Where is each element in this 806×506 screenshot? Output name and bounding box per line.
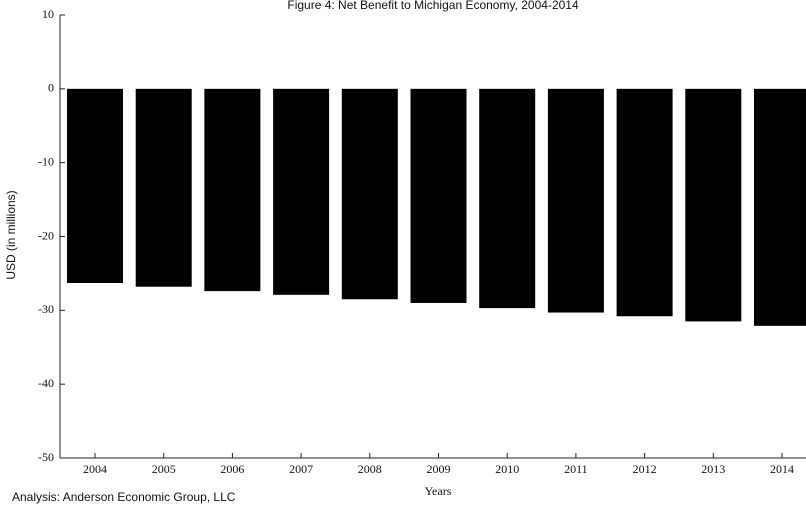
x-tick-label: 2012 <box>633 462 657 476</box>
x-tick-label: 2011 <box>564 462 588 476</box>
bar <box>410 88 467 303</box>
x-tick-label: 2013 <box>701 462 725 476</box>
y-tick-label: -20 <box>38 228 54 242</box>
bar <box>616 88 673 317</box>
y-axis-label: USD (in millions) <box>4 190 18 279</box>
bar <box>67 88 123 284</box>
x-tick-label: 2006 <box>220 462 244 476</box>
x-axis-label: Years <box>425 484 452 498</box>
bar <box>204 88 261 292</box>
y-tick-label: 0 <box>48 81 54 95</box>
x-tick-label: 2005 <box>152 462 176 476</box>
source-note: Analysis: Anderson Economic Group, LLC <box>12 490 236 504</box>
bar <box>273 88 330 295</box>
bar <box>754 88 806 326</box>
chart-title: Figure 4: Net Benefit to Michigan Econom… <box>287 0 579 12</box>
x-tick-label: 2004 <box>83 462 107 476</box>
y-tick-label: -50 <box>38 450 54 464</box>
y-tick-label: 10 <box>42 7 54 21</box>
y-tick-label: -30 <box>38 302 54 316</box>
bar <box>685 88 742 322</box>
y-tick-label: -40 <box>38 376 54 390</box>
x-tick-label: 2008 <box>358 462 382 476</box>
bar <box>547 88 604 313</box>
bar <box>341 88 398 300</box>
bar <box>135 88 192 287</box>
x-tick-label: 2014 <box>770 462 794 476</box>
bar <box>479 88 536 309</box>
x-tick-label: 2010 <box>495 462 519 476</box>
y-tick-label: -10 <box>38 154 54 168</box>
x-tick-label: 2007 <box>289 462 313 476</box>
x-tick-label: 2009 <box>427 462 451 476</box>
